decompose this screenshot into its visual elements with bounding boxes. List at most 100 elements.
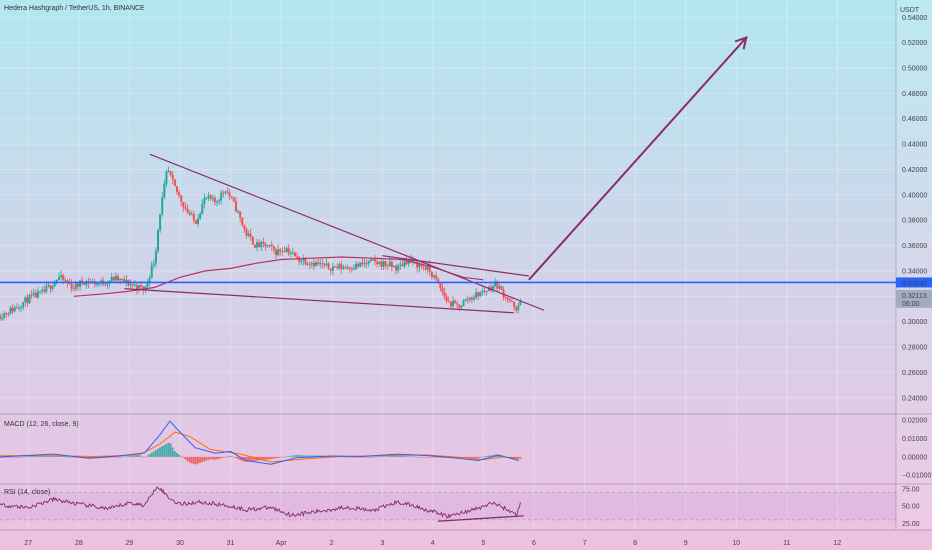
candle-body (51, 286, 54, 289)
candle-body (367, 261, 370, 264)
candle-body (283, 251, 286, 253)
candle-body (384, 261, 387, 266)
candle-body (441, 288, 444, 292)
candle-body (397, 265, 400, 271)
macd-histogram-bar (433, 456, 435, 458)
macd-histogram-bar (1, 456, 3, 458)
macd-histogram-bar (192, 456, 195, 465)
macd-histogram-bar (112, 456, 115, 458)
macd-histogram-bar (41, 455, 43, 457)
candle-body (222, 192, 225, 194)
macd-histogram-bar (401, 455, 404, 457)
candle-body (479, 292, 482, 297)
macd-histogram-bar (17, 456, 20, 458)
candle-body (262, 241, 265, 244)
macd-histogram-bar (517, 456, 520, 459)
candle-body (270, 244, 273, 247)
candle-body (473, 297, 476, 300)
macd-histogram-bar (121, 456, 123, 458)
macd-histogram-bar (188, 456, 191, 463)
candle-body (39, 291, 42, 293)
time-axis-tick: Apr (276, 540, 288, 547)
price-axis-tick: 0.38000 (902, 218, 927, 225)
projection-arrow-line (528, 36, 748, 281)
candle-body (380, 261, 383, 267)
candle-body (230, 196, 233, 198)
candle-body (28, 294, 31, 304)
macd-histogram-bar (175, 452, 178, 457)
price-axis-tick: 0.40000 (902, 192, 927, 199)
macd-histogram-bar (384, 456, 387, 457)
macd-histogram-bar (138, 455, 140, 457)
candle-body (340, 264, 343, 269)
trendline (124, 288, 514, 314)
candle-body (148, 277, 151, 283)
macd-histogram-bar (239, 456, 241, 461)
rsi-legend[interactable]: RSI (14, close) (4, 489, 51, 496)
macd-histogram-bar (266, 456, 269, 460)
candle-body (146, 282, 149, 287)
candle-body (287, 248, 290, 254)
candle-body (216, 201, 219, 203)
candle-body (161, 197, 164, 215)
macd-axis-tick: 0.01000 (902, 436, 927, 443)
macd-histogram-bar (161, 446, 164, 457)
macd-histogram-bar (32, 456, 35, 457)
candle-body (72, 288, 75, 290)
candle-body (359, 262, 362, 267)
candle-body (266, 245, 269, 247)
macd-legend[interactable]: MACD (12, 26, close, 9) (4, 421, 79, 428)
candle-body (302, 259, 305, 261)
macd-histogram-bar (13, 456, 16, 458)
price-axis-tick: 0.52000 (902, 40, 927, 47)
macd-histogram-bar (355, 456, 357, 458)
candle-body (152, 263, 155, 266)
candle-body (106, 283, 109, 285)
macd-histogram-bar (296, 455, 298, 457)
macd-histogram-bar (262, 456, 265, 460)
macd-histogram-bar (346, 456, 349, 458)
macd-histogram-bar (114, 456, 117, 458)
macd-histogram-bar (28, 456, 31, 458)
macd-histogram-bar (439, 456, 442, 458)
candle-body (49, 285, 52, 289)
candle-body (68, 282, 71, 285)
candle-body (470, 297, 473, 300)
macd-histogram-bar (15, 456, 18, 458)
candle-body (211, 197, 214, 199)
candle-body (213, 197, 216, 203)
macd-histogram-bar (119, 456, 121, 458)
price-axis-tick: 0.36000 (902, 243, 927, 250)
candle-body (352, 268, 355, 270)
symbol-title[interactable]: Hedera Hashgraph / TetherUS, 1h, BINANCE (4, 5, 145, 12)
candle-body (403, 261, 406, 267)
macd-histogram-bar (487, 455, 490, 457)
candle-body (119, 278, 122, 281)
macd-histogram-bar (150, 452, 153, 457)
macd-histogram-bar (365, 456, 368, 458)
candle-body (504, 296, 507, 298)
candle-body (43, 289, 46, 292)
candle-body (281, 251, 284, 253)
macd-histogram-bar (228, 455, 231, 457)
macd-histogram-bar (513, 456, 515, 458)
candle-body (485, 290, 488, 292)
time-axis-tick: 11 (783, 540, 790, 547)
macd-signal-line (0, 431, 519, 463)
price-axis-tick: 0.28000 (902, 345, 927, 352)
candle-body (253, 244, 256, 248)
time-axis-tick: 27 (24, 540, 32, 547)
candle-body (285, 248, 288, 252)
macd-histogram-bar (422, 456, 425, 458)
macd-histogram-bar (369, 456, 372, 458)
price-axis-tick: 0.44000 (902, 142, 927, 149)
macd-histogram-bar (479, 456, 482, 458)
macd-line (0, 420, 519, 465)
candle-body (55, 279, 58, 283)
candle-body (24, 297, 27, 303)
candle-body (171, 174, 174, 180)
candle-body (268, 244, 271, 246)
